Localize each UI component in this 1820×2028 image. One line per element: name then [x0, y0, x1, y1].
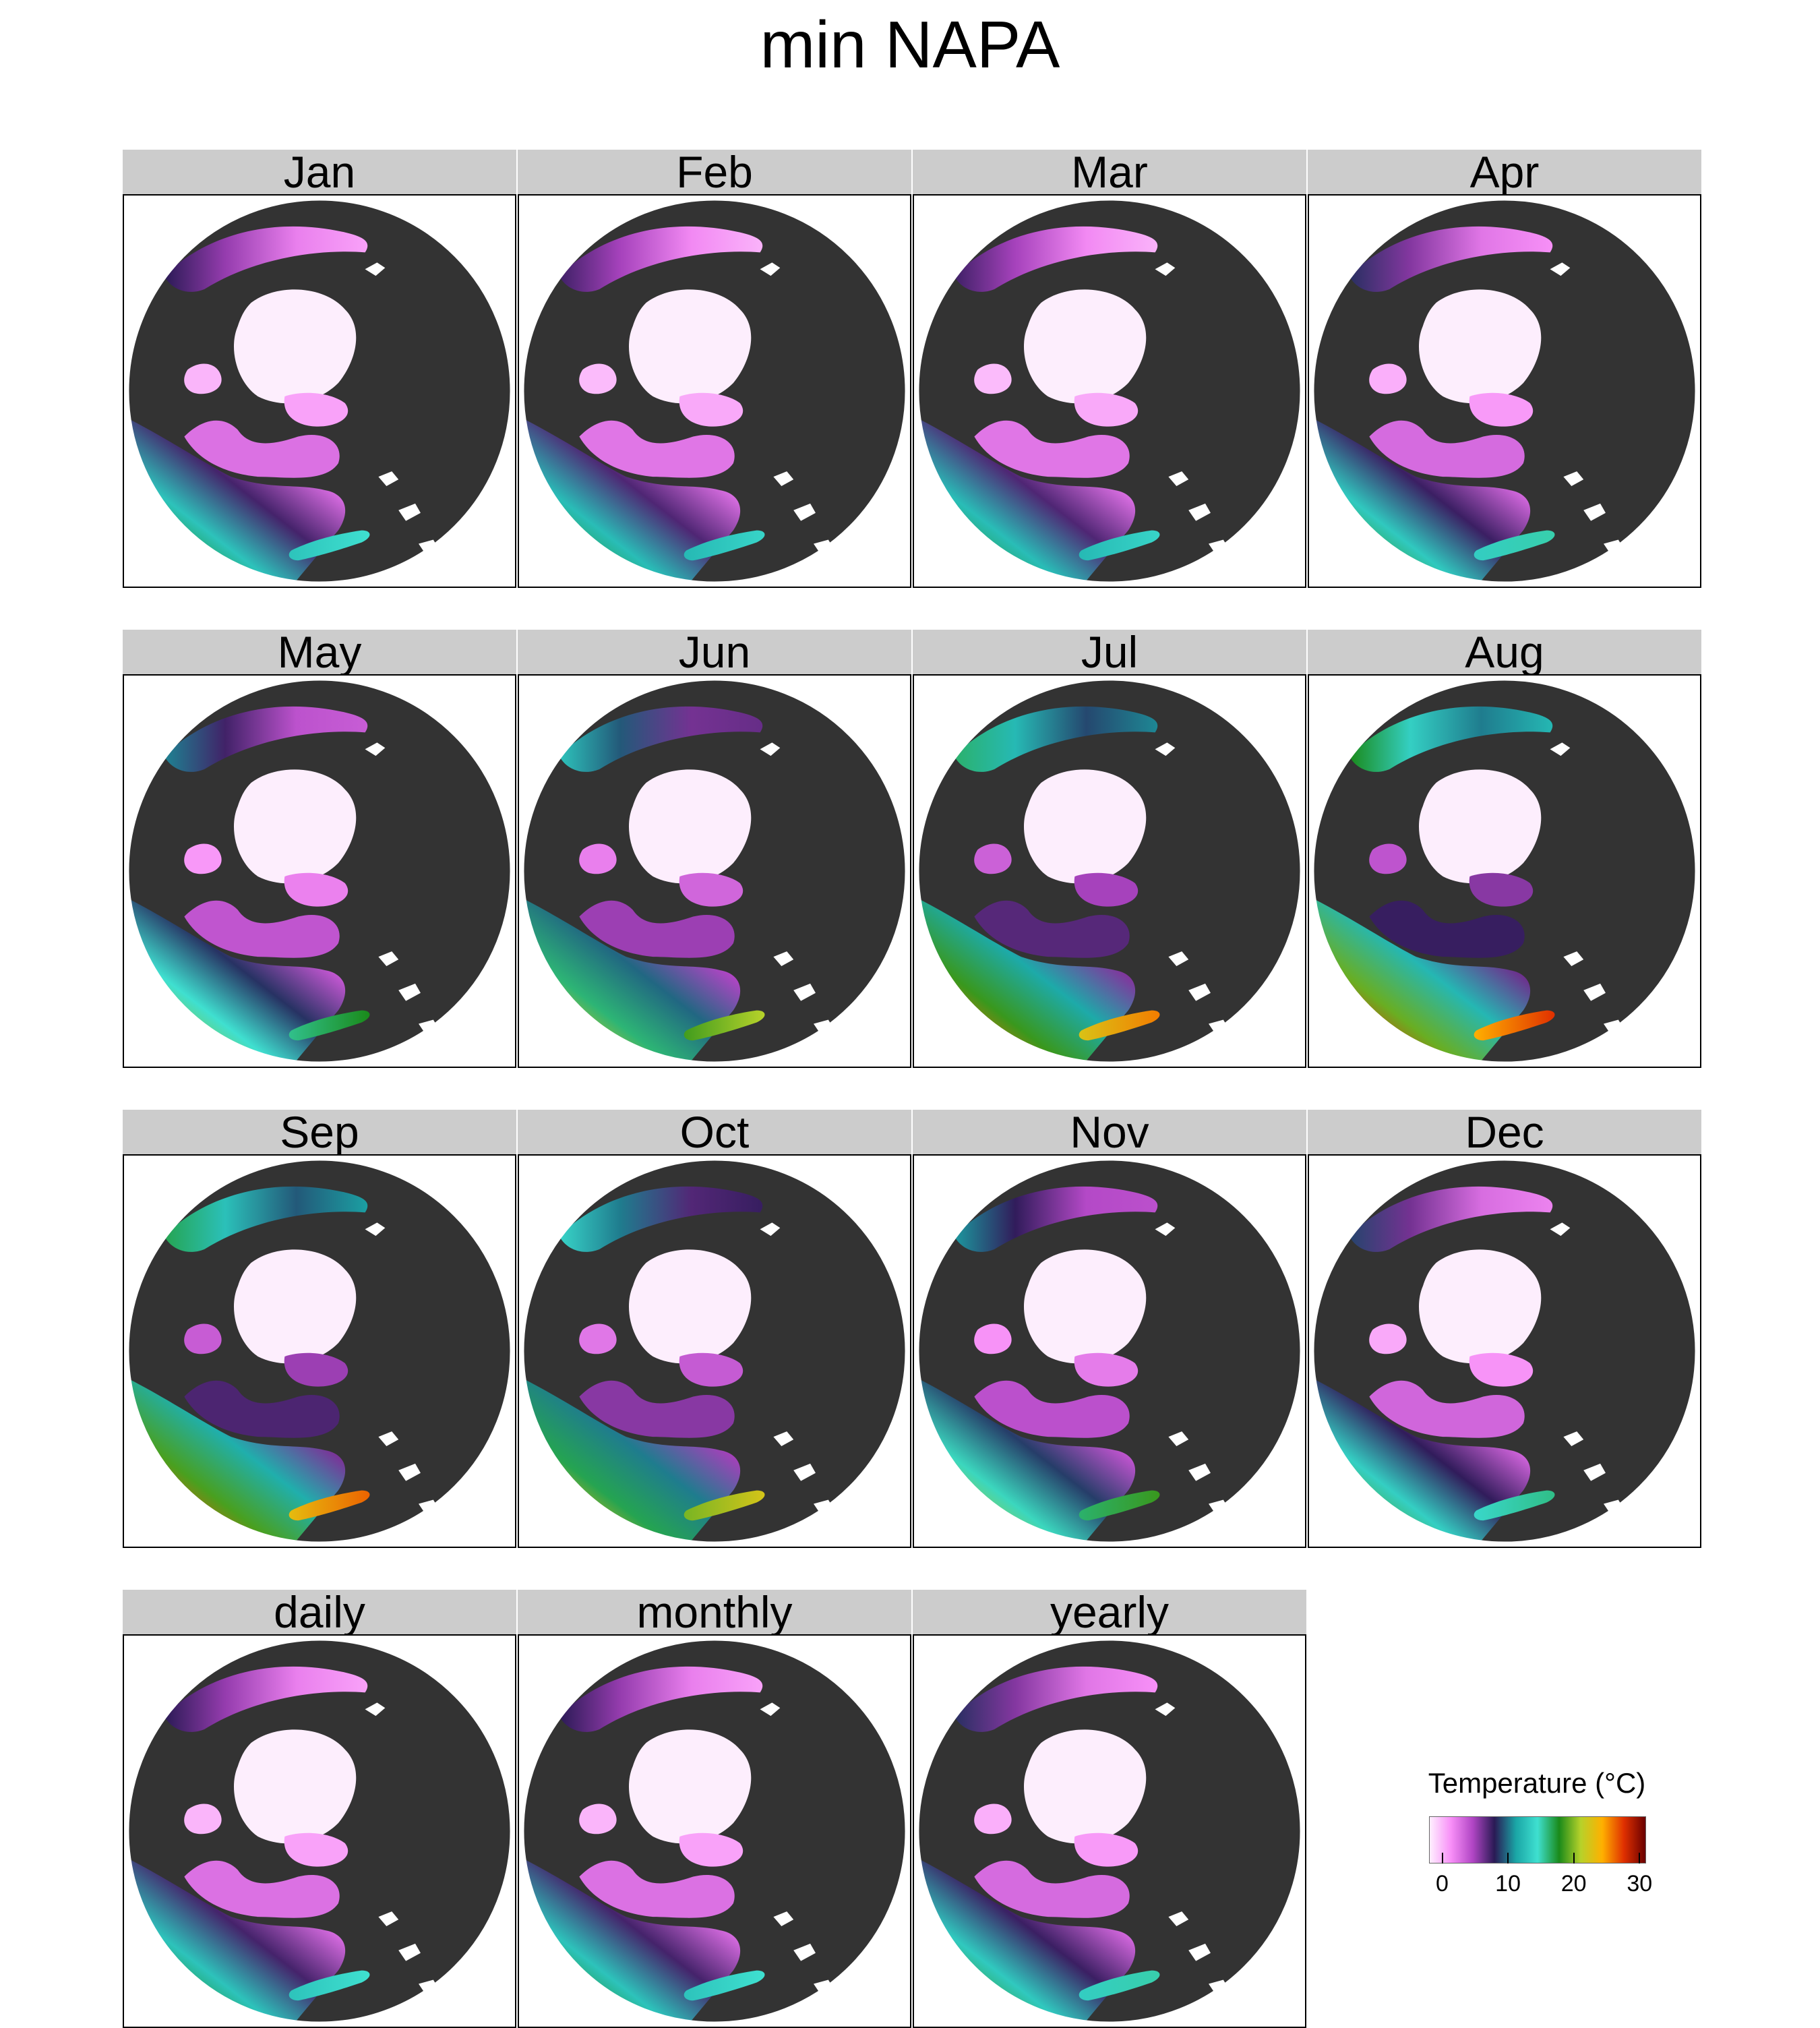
panel-strip-Jun: Jun: [518, 630, 911, 674]
panel-strip-daily: daily: [123, 1590, 516, 1634]
panel-label: Jul: [1081, 630, 1139, 674]
legend-tick-label: 10: [1495, 1871, 1521, 1897]
map-panel-Jan: [123, 194, 516, 588]
panel-strip-Sep: Sep: [123, 1110, 516, 1154]
panel-label: Dec: [1465, 1110, 1544, 1154]
panel-label: Jan: [283, 150, 356, 194]
panel-label: Jun: [678, 630, 751, 674]
panel-strip-Aug: Aug: [1308, 630, 1701, 674]
polar-map: [128, 1640, 511, 2023]
polar-map: [918, 680, 1301, 1063]
panel-strip-Dec: Dec: [1308, 1110, 1701, 1154]
legend-tick-mark: [1507, 1853, 1509, 1863]
color-legend: Temperature (°C) 0 10 20 30: [1402, 1766, 1672, 1908]
map-panel-Aug: [1308, 674, 1701, 1068]
map-panel-Nov: [913, 1154, 1306, 1548]
polar-map: [918, 1640, 1301, 2023]
map-panel-Jul: [913, 674, 1306, 1068]
panel-label: yearly: [1050, 1590, 1170, 1634]
polar-map: [523, 200, 906, 583]
legend-tick-mark: [1573, 1853, 1575, 1863]
polar-map: [523, 1160, 906, 1543]
polar-map: [128, 680, 511, 1063]
map-panel-Feb: [518, 194, 911, 588]
panel-strip-Jul: Jul: [913, 630, 1306, 674]
panel-label: Sep: [280, 1110, 359, 1154]
map-panel-Jun: [518, 674, 911, 1068]
polar-map: [523, 1640, 906, 2023]
legend-colorbar: [1429, 1816, 1646, 1863]
map-panel-Mar: [913, 194, 1306, 588]
polar-map: [128, 200, 511, 583]
polar-map: [1313, 200, 1696, 583]
polar-map: [128, 1160, 511, 1543]
map-panel-Dec: [1308, 1154, 1701, 1548]
legend-tick-mark: [1639, 1853, 1641, 1863]
map-panel-Apr: [1308, 194, 1701, 588]
panel-label: daily: [274, 1590, 365, 1634]
panel-label: Nov: [1070, 1110, 1149, 1154]
panel-label: Mar: [1071, 150, 1148, 194]
panel-strip-Oct: Oct: [518, 1110, 911, 1154]
page-title: min NAPA: [760, 7, 1060, 82]
map-panel-Oct: [518, 1154, 911, 1548]
map-panel-Sep: [123, 1154, 516, 1548]
legend-title: Temperature (°C): [1428, 1767, 1646, 1799]
panel-strip-Feb: Feb: [518, 150, 911, 194]
legend-tick-label: 30: [1627, 1871, 1653, 1897]
panel-strip-May: May: [123, 630, 516, 674]
panel-label: Feb: [676, 150, 753, 194]
panel-strip-Nov: Nov: [913, 1110, 1306, 1154]
polar-map: [1313, 680, 1696, 1063]
polar-map: [918, 200, 1301, 583]
panel-label: monthly: [636, 1590, 793, 1634]
panel-strip-yearly: yearly: [913, 1590, 1306, 1634]
panel-strip-Mar: Mar: [913, 150, 1306, 194]
panel-strip-Jan: Jan: [123, 150, 516, 194]
polar-map: [523, 680, 906, 1063]
panel-strip-monthly: monthly: [518, 1590, 911, 1634]
panel-label: Oct: [679, 1110, 750, 1154]
panel-strip-Apr: Apr: [1308, 150, 1701, 194]
map-panel-yearly: [913, 1634, 1306, 2028]
legend-tick-mark: [1441, 1853, 1443, 1863]
panel-label: May: [277, 630, 362, 674]
panel-label: Apr: [1469, 150, 1540, 194]
map-panel-May: [123, 674, 516, 1068]
polar-map: [1313, 1160, 1696, 1543]
map-panel-monthly: [518, 1634, 911, 2028]
panel-label: Aug: [1465, 630, 1544, 674]
legend-tick-label: 0: [1436, 1871, 1449, 1897]
legend-tick-label: 20: [1560, 1871, 1587, 1897]
map-panel-daily: [123, 1634, 516, 2028]
polar-map: [918, 1160, 1301, 1543]
